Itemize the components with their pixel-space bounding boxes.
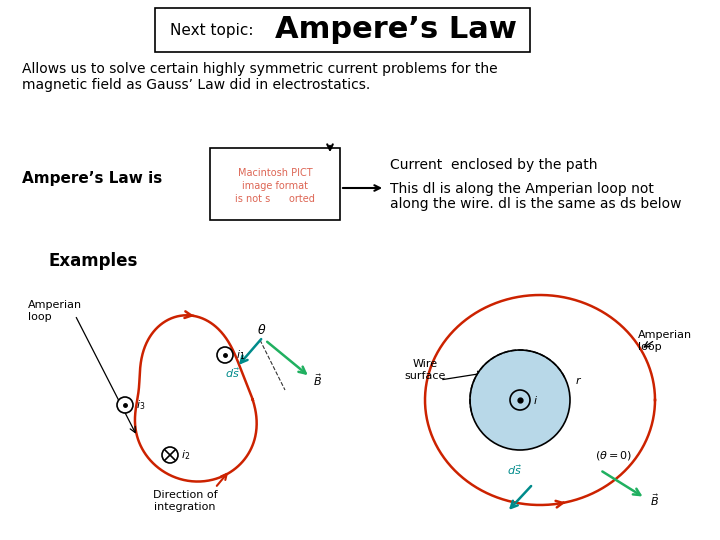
Text: $i_2$: $i_2$ [181, 448, 190, 462]
Bar [155, 8, 530, 52]
Text: Ampere’s Law: Ampere’s Law [275, 16, 517, 44]
Text: Next topic:: Next topic: [170, 23, 253, 37]
Text: $\theta$: $\theta$ [257, 323, 266, 337]
Text: $d\vec{s}$: $d\vec{s}$ [508, 463, 523, 477]
Circle shape [470, 350, 570, 450]
Text: $(\theta = 0)$: $(\theta = 0)$ [595, 449, 632, 462]
Text: $i$: $i$ [533, 394, 538, 406]
Circle shape [162, 447, 178, 463]
Text: $i_3$: $i_3$ [136, 398, 145, 412]
Circle shape [217, 347, 233, 363]
Text: Allows us to solve certain highly symmetric current problems for the: Allows us to solve certain highly symmet… [22, 62, 498, 76]
Text: $d\vec{s}$: $d\vec{s}$ [225, 366, 240, 380]
Text: Amperian
loop: Amperian loop [28, 300, 82, 322]
Text: Direction of
integration: Direction of integration [153, 490, 217, 512]
Bar [210, 148, 340, 220]
Text: along the wire. dl is the same as ds below: along the wire. dl is the same as ds bel… [390, 197, 682, 211]
Text: $\vec{B}$: $\vec{B}$ [313, 372, 322, 388]
Text: magnetic field as Gauss’ Law did in electrostatics.: magnetic field as Gauss’ Law did in elec… [22, 78, 370, 92]
Text: Wire
surface: Wire surface [405, 359, 446, 381]
Text: $\vec{B}$: $\vec{B}$ [650, 492, 659, 508]
Text: This dl is along the Amperian loop not: This dl is along the Amperian loop not [390, 182, 654, 196]
Text: Amperian
loop: Amperian loop [638, 330, 692, 353]
Text: $r$: $r$ [575, 375, 582, 386]
Text: Current  enclosed by the path: Current enclosed by the path [390, 158, 598, 172]
Text: $i_1$: $i_1$ [236, 348, 246, 362]
Text: Examples: Examples [48, 252, 138, 270]
Circle shape [117, 397, 133, 413]
Text: Macintosh PICT
image format
is not s      orted: Macintosh PICT image format is not s ort… [235, 168, 315, 204]
Text: Ampere’s Law is: Ampere’s Law is [22, 171, 162, 186]
